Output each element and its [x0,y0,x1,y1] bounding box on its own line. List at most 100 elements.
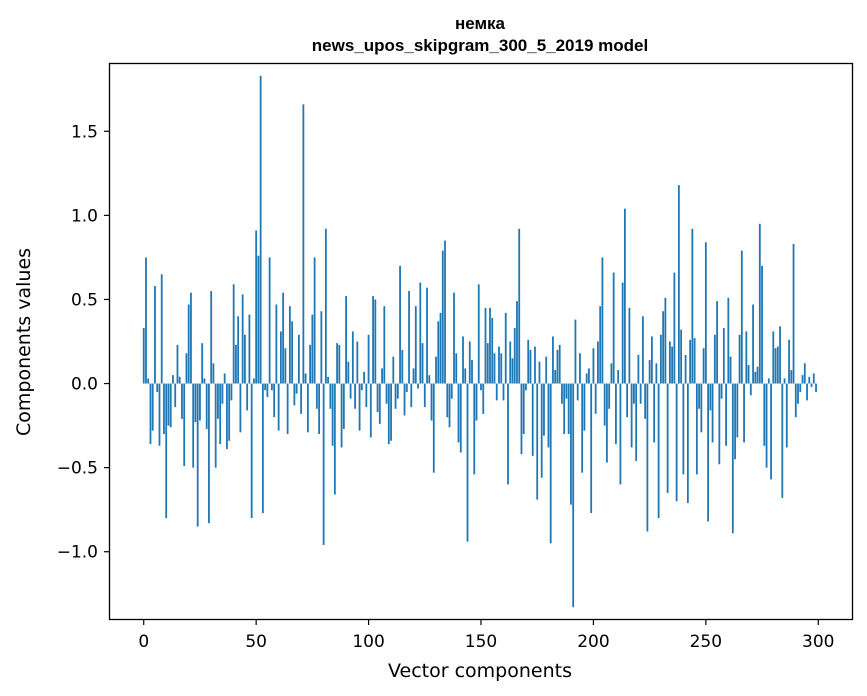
bar [801,375,804,384]
bar [594,383,597,414]
bar [799,383,802,392]
bar [309,344,312,384]
bar [599,306,602,384]
bar [471,360,473,384]
bar [239,383,242,433]
bar [457,383,460,443]
bar [698,383,700,409]
bar [597,341,599,384]
bar [812,373,815,384]
bar [707,383,709,522]
bar [266,383,269,397]
x-tick-label: 250 [690,632,722,652]
bar [340,383,343,448]
bar [185,353,188,384]
bar [315,383,318,409]
bar [219,383,222,445]
bar [210,291,213,384]
bar [794,383,797,418]
bar [662,311,665,384]
bar [264,383,267,391]
bar [543,383,545,436]
bar [624,208,626,384]
bar [745,331,748,384]
bar [588,368,590,384]
bar [664,297,667,384]
bar [405,383,408,392]
bar [628,307,631,384]
bar [167,383,170,426]
bar [320,311,323,384]
bar [347,361,350,384]
bar [783,378,786,384]
bar [675,383,678,502]
bar [763,383,766,446]
bar [293,383,296,406]
bar [208,383,210,524]
bar [754,371,757,384]
bar [163,383,165,434]
bar [345,296,347,384]
x-axis: 0 50 100 150 200 250 300 [138,619,834,652]
bar [322,383,325,545]
bar [756,366,759,384]
bar [702,348,705,384]
bar [223,373,226,384]
bar [576,383,579,401]
bar [354,383,356,409]
bar [659,334,662,384]
bar [716,301,718,384]
bar [439,312,442,384]
bar [365,383,368,408]
bar [394,383,397,409]
bar [713,334,716,384]
bar [437,321,440,384]
x-tick-label: 200 [577,632,609,652]
bar [680,329,683,384]
chart-subtitle: news_upos_skipgram_300_5_2019 model [312,36,648,55]
bar [758,223,761,384]
bar [570,383,572,505]
bar [279,331,282,384]
bar [147,378,150,384]
bar [196,383,199,527]
bar [214,383,217,468]
bar [522,383,525,434]
bar [673,272,676,384]
bar [248,314,251,384]
bar [534,346,536,384]
bar [412,368,415,384]
bar [585,373,588,384]
bar [626,383,629,418]
bar [520,383,523,455]
bar [450,383,453,399]
bar [237,316,240,384]
bar [668,341,671,384]
bar [579,353,581,384]
bar [518,228,521,384]
bar [493,353,496,384]
bar [495,383,498,401]
bar [387,383,390,445]
bar [531,383,534,456]
bar [608,383,611,409]
bar [169,383,172,428]
bar [277,383,280,431]
bar [253,378,255,384]
chart-title: немка [455,14,506,33]
bar [466,383,469,542]
bar [160,274,163,384]
bar [441,250,444,384]
bar [421,343,424,384]
bar [527,339,530,384]
y-tick-label: −0.5 [57,459,98,479]
bar [740,250,743,384]
bar [154,286,156,384]
bar [327,376,329,384]
bar [691,228,694,384]
bar [426,287,428,384]
bar [650,336,653,384]
bar [217,383,219,419]
y-axis: −1.0 −0.5 0.0 0.5 1.0 1.5 [57,122,110,563]
bar [446,383,449,418]
